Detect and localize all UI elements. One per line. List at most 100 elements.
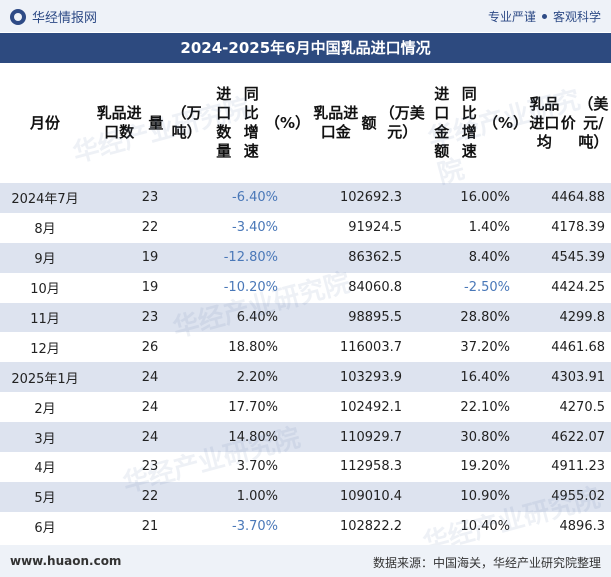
table-cell-qty-yoy: 2.20% — [236, 369, 278, 385]
table-body: 2024年7月 23 -6.40% 102692.3 16.00% 4464.88 8月 22… — [0, 183, 611, 542]
column-header: 乳品进口均价（美元/吨） — [528, 64, 611, 182]
column-header-line: 额 — [361, 113, 377, 132]
table-cell-qty-yoy: -3.70% — [232, 519, 278, 535]
bullet-dot-icon — [541, 14, 547, 19]
table-cell-month: 4月 — [34, 461, 56, 477]
table-cell-qty: 24 — [141, 429, 159, 445]
table-row: 11月 23 6.40% 98895.5 28.80% 4299.8 — [0, 302, 611, 333]
table-cell-amt: 91924.5 — [348, 220, 402, 236]
table-cell-price: 4622.07 — [551, 429, 605, 445]
table-cell-amt-yoy: 19.20% — [460, 459, 510, 475]
table-cell-price: 4178.39 — [551, 220, 605, 236]
table-cell-month: 10月 — [30, 282, 60, 298]
table-cell-qty-yoy: -12.80% — [223, 250, 278, 266]
table-cell-qty-yoy: 18.80% — [228, 339, 278, 355]
footer: www.huaon.com 数据来源：中国海关，华经产业研究院整理 — [0, 545, 611, 577]
table-cell-amt: 86362.5 — [348, 250, 402, 266]
column-header-line: 同比增速 — [243, 85, 259, 160]
table-cell-amt-yoy: 30.80% — [460, 429, 510, 445]
table-row: 6月 21 -3.70% 102822.2 10.40% 4896.3 — [0, 512, 611, 542]
table-cell-qty-yoy: -3.40% — [232, 220, 278, 236]
column-header-line: （万美元） — [379, 104, 425, 141]
column-header-line: （%） — [482, 113, 528, 132]
table-cell-qty: 26 — [141, 339, 159, 355]
table-cell-qty-yoy: -10.20% — [223, 280, 278, 296]
table-cell-qty-yoy: 6.40% — [236, 310, 278, 325]
brand-logo[interactable]: 华经情报网 — [10, 7, 97, 26]
table-cell-qty-yoy: 14.80% — [228, 429, 278, 445]
table-cell-qty: 24 — [141, 369, 159, 385]
table-header-row: 月份 乳品进口数量（万吨） 进口数量 同比增速 （%） 乳品进口金额（万美元） 进口金额 同比… — [0, 64, 611, 182]
column-header-line: 同比增速 — [461, 85, 477, 160]
table-row: 12月 26 18.80% 116003.7 37.20% 4461.68 — [0, 332, 611, 362]
table-cell-price: 4464.88 — [551, 190, 605, 206]
table-cell-month: 2月 — [34, 401, 56, 417]
table-row: 10月 19 -10.20% 84060.8 -2.50% 4424.25 — [0, 273, 611, 303]
table-cell-amt: 102692.3 — [339, 190, 402, 206]
column-header-line: 乳品进口金 — [313, 104, 359, 141]
column-header-line: 乳品进口数 — [96, 104, 142, 141]
table-cell-month: 12月 — [30, 341, 60, 357]
table-row: 3月 24 14.80% 110929.7 30.80% 4622.07 — [0, 422, 611, 453]
table-cell-amt: 102492.1 — [339, 399, 402, 415]
column-header: 月份 — [0, 64, 90, 182]
table-cell-amt-yoy: 10.90% — [460, 489, 510, 505]
footer-source: 数据来源：中国海关，华经产业研究院整理 — [372, 556, 601, 570]
table-row: 2月 24 17.70% 102492.1 22.10% 4270.5 — [0, 392, 611, 422]
table-cell-amt-yoy: 16.40% — [460, 369, 510, 385]
table-cell-qty-yoy: -6.40% — [232, 190, 278, 206]
table-row: 4月 23 3.70% 112958.3 19.20% 4911.23 — [0, 452, 611, 482]
table-title: 2024-2025年6月中国乳品进口情况 — [0, 33, 611, 63]
table-cell-amt: 112958.3 — [339, 459, 402, 475]
table-cell-amt: 84060.8 — [348, 280, 402, 296]
table-cell-amt: 103293.9 — [339, 369, 402, 385]
table-cell-month: 3月 — [34, 431, 56, 447]
footer-site-link[interactable]: www.huaon.com — [10, 554, 122, 568]
table-row: 9月 19 -12.80% 86362.5 8.40% 4545.39 — [0, 242, 611, 273]
column-header-line: 量 — [148, 113, 164, 132]
table-cell-price: 4896.3 — [559, 519, 606, 535]
table-cell-qty: 23 — [141, 190, 159, 206]
column-header: 乳品进口数量 （万吨） — [90, 64, 210, 182]
table-cell-amt-yoy: -2.50% — [464, 280, 510, 296]
column-header-line: 价 — [560, 113, 576, 132]
table-row: 2025年1月 24 2.20% 103293.9 16.40% 4303.91 — [0, 362, 611, 393]
table-cell-price: 4303.91 — [551, 369, 605, 385]
table-cell-month: 2024年7月 — [11, 192, 79, 208]
slogan: 专业严谨 客观科学 — [488, 8, 601, 25]
table-cell-amt-yoy: 10.40% — [460, 519, 510, 535]
table-cell-qty-yoy: 17.70% — [228, 399, 278, 415]
table-cell-qty: 22 — [141, 489, 159, 505]
top-bar: 华经情报网 专业严谨 客观科学 — [0, 0, 611, 32]
table-row: 8月 22 -3.40% 91924.5 1.40% 4178.39 — [0, 213, 611, 243]
table-cell-price: 4299.8 — [559, 310, 606, 325]
column-header-line: 月份 — [29, 113, 60, 132]
table-cell-month: 2025年1月 — [11, 371, 79, 387]
table-cell-qty: 19 — [141, 280, 159, 296]
column-header-line: 乳品进口均 — [529, 94, 560, 151]
table-cell-amt: 98895.5 — [348, 310, 402, 325]
brand-name: 华经情报网 — [32, 11, 98, 26]
table-cell-amt-yoy: 22.10% — [460, 399, 510, 415]
table-row: 5月 22 1.00% 109010.4 10.90% 4955.02 — [0, 481, 611, 512]
table-cell-qty: 22 — [141, 220, 159, 236]
column-header-line: （%） — [264, 113, 310, 132]
table-cell-qty: 19 — [141, 250, 159, 266]
table-row: 2024年7月 23 -6.40% 102692.3 16.00% 4464.88 — [0, 183, 611, 213]
table-cell-month: 9月 — [34, 252, 56, 268]
table-cell-month: 8月 — [34, 222, 56, 238]
table-cell-qty: 21 — [141, 519, 159, 535]
table-cell-amt-yoy: 28.80% — [460, 310, 510, 325]
table-cell-price: 4270.5 — [559, 399, 606, 415]
table-cell-qty: 24 — [141, 399, 159, 415]
table-cell-qty-yoy: 1.00% — [236, 489, 278, 505]
table-cell-amt-yoy: 1.40% — [468, 220, 510, 236]
column-header: 乳品进口金额（万美元） — [310, 64, 428, 182]
table-cell-price: 4911.23 — [551, 459, 605, 475]
column-header: 进口数量 同比增速 （%） — [210, 64, 310, 182]
table-cell-amt-yoy: 16.00% — [460, 190, 510, 206]
table-cell-qty: 23 — [141, 459, 159, 475]
slogan-right: 客观科学 — [552, 10, 601, 24]
table-cell-amt-yoy: 8.40% — [468, 250, 510, 266]
table-cell-price: 4461.68 — [551, 339, 605, 355]
